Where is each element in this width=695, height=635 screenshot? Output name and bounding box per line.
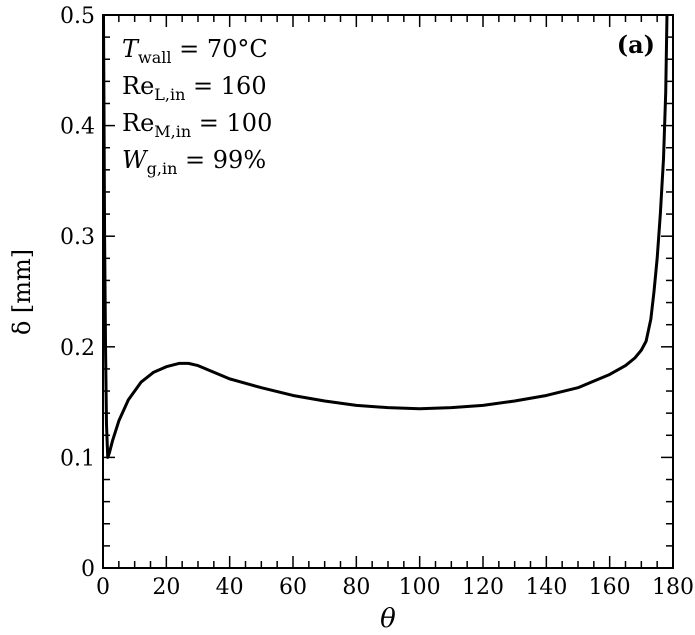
- x-tick-label: 60: [279, 575, 307, 600]
- x-tick-label: 180: [652, 575, 694, 600]
- y-tick-label: 0.3: [60, 225, 95, 250]
- y-tick-label: 0.2: [60, 336, 95, 361]
- annotation-text: ReM,in = 100: [122, 109, 272, 141]
- x-tick-label: 100: [399, 575, 441, 600]
- annotations: Twall = 70°C ReL,in = 160 ReM,in = 100 Wg,i…: [122, 35, 272, 178]
- y-tick-label: 0.4: [60, 115, 95, 140]
- x-tick-label: 40: [216, 575, 244, 600]
- panel-label: (a): [617, 30, 655, 59]
- annotation-text: Wg,in = 99%: [122, 146, 266, 178]
- series-line-delta: [103, 15, 669, 459]
- y-tick-label: 0.5: [60, 4, 95, 29]
- x-tick-label: 160: [589, 575, 631, 600]
- x-tick-label: 0: [96, 575, 110, 600]
- x-tick-label: 140: [525, 575, 567, 600]
- y-tick-label: 0.1: [60, 446, 95, 471]
- series-lines: [103, 15, 669, 459]
- plot-frame: [102, 14, 674, 569]
- y-axis-label: δ [mm]: [8, 249, 36, 335]
- x-tick-label: 120: [462, 575, 504, 600]
- x-tick-label: 20: [152, 575, 180, 600]
- x-tick-label: 80: [342, 575, 370, 600]
- annotation-text: Twall = 70°C: [122, 35, 268, 67]
- x-axis-label: θ: [380, 604, 396, 634]
- tick-labels: 0 20 40 60 80 100 120 140 160 180 0 0.1 0.2 0.3 0.4 0.5: [60, 4, 694, 600]
- y-tick-label: 0: [81, 557, 95, 582]
- annotation-text: ReL,in = 160: [122, 72, 267, 104]
